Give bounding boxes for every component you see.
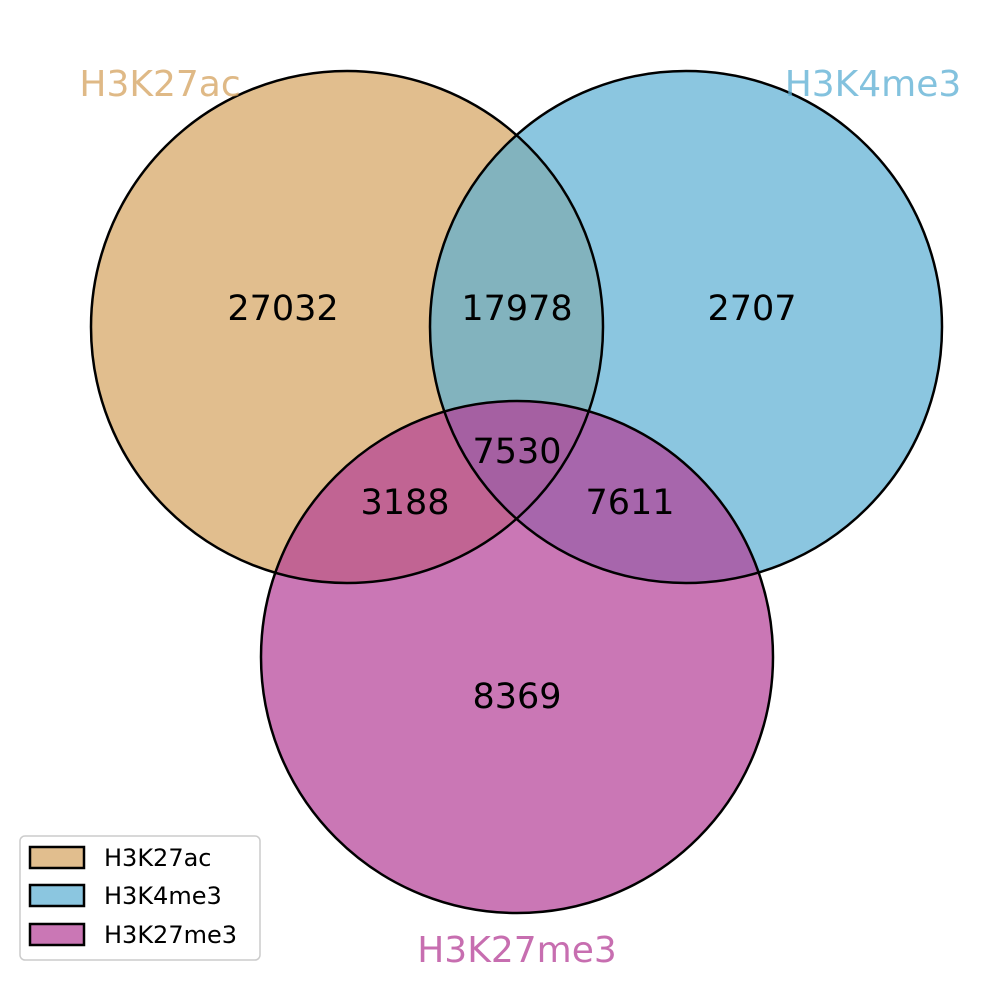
legend-swatch-h3k27ac xyxy=(28,845,86,870)
set-outline-h3k27ac xyxy=(89,69,605,585)
set-circle-h3k27me3 xyxy=(261,401,773,913)
set-outline-h3k27me3 xyxy=(259,399,775,915)
count-h3k27me3-only: 8369 xyxy=(472,677,561,717)
count-h3k27ac-h3k4me3: 17978 xyxy=(461,289,572,329)
set-title-h3k27me3: H3K27me3 xyxy=(417,930,617,971)
count-h3k27ac-only: 27032 xyxy=(227,289,338,329)
set-outline-h3k4me3 xyxy=(428,69,944,585)
legend-label-h3k4me3: H3K4me3 xyxy=(104,882,222,910)
legend: H3K27ac H3K4me3 H3K27me3 xyxy=(19,835,261,961)
count-h3k4me3-only: 2707 xyxy=(707,289,796,329)
set-title-h3k27ac: H3K27ac xyxy=(79,64,240,105)
legend-label-h3k27ac: H3K27ac xyxy=(104,844,212,872)
legend-label-h3k27me3: H3K27me3 xyxy=(104,921,237,949)
legend-swatch-h3k27me3 xyxy=(28,922,86,947)
legend-swatch-h3k4me3 xyxy=(28,883,86,908)
count-all-three: 7530 xyxy=(472,432,561,472)
set-title-h3k4me3: H3K4me3 xyxy=(785,64,962,105)
count-h3k4me3-h3k27me3: 7611 xyxy=(585,483,674,523)
count-h3k27ac-h3k27me3: 3188 xyxy=(360,483,449,523)
